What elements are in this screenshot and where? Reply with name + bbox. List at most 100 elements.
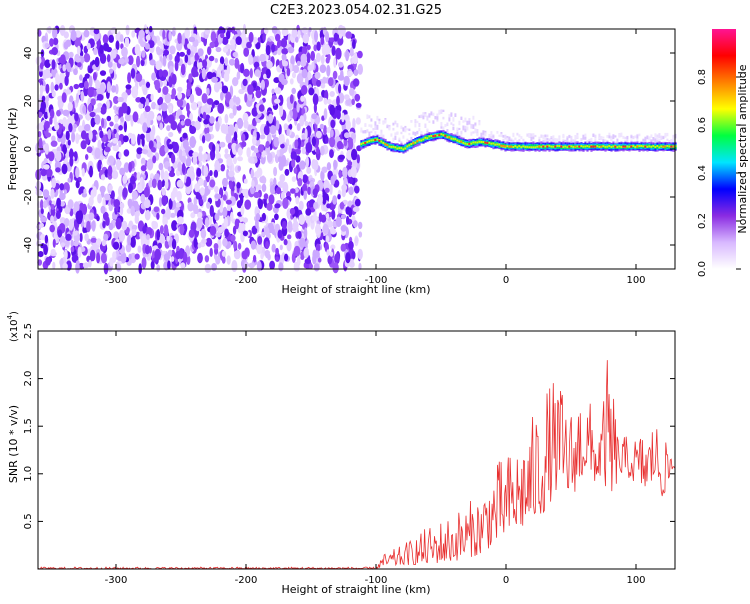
spectrogram-cell [468,120,471,125]
spectrogram-cell [658,133,661,138]
spectrogram-cell [169,45,176,55]
spectrogram-cell [59,25,66,36]
spectrogram-cell [171,238,177,250]
spectrogram-cell [74,38,81,48]
spectrogram-cell [352,78,360,87]
spectrogram-cell [532,136,535,140]
spectrogram-cell [364,123,367,127]
spectrogram-cell [221,85,229,94]
spectrogram-cell [89,165,93,178]
spectrogram-cell [328,77,334,87]
spectrogram-cell [306,167,312,174]
spectrogram-cell [428,135,431,138]
spectrogram-cell [207,46,212,56]
spectrogram-cell [353,69,359,76]
spectrogram-cell [259,53,266,63]
spectrogram-cell [556,145,559,149]
spectrogram-cell [352,206,360,212]
spectrogram-cell [209,116,215,124]
spectrogram-cell [388,126,391,131]
spectrogram-cell [153,206,160,213]
spectrogram-cell [176,41,183,51]
spectrogram-cell [288,144,292,154]
spectrogram-cell [45,256,51,266]
spectrogram-cell [299,237,306,248]
spectrogram-cell [530,133,533,138]
spectrogram-cell [580,138,583,141]
spectrogram-cell [238,88,245,95]
spectrogram-cell [398,139,401,142]
spectrogram-cell [325,235,330,243]
spectrogram-cell [338,83,342,94]
spectrogram-cell [333,159,337,170]
spectrogram-cell [398,137,401,140]
spectrogram-cell [374,126,377,130]
spectrogram-cell [574,135,577,140]
spectrogram-cell [336,140,343,150]
spectrogram-cell [127,198,133,208]
spectrogram-cell [329,104,336,116]
spectrogram-cell [512,139,515,144]
spectrogram-cell [325,57,330,64]
spectrogram-cell [232,95,237,103]
spectrogram-cell [295,36,299,43]
spectrogram-cell [77,246,82,258]
spectrogram-cell [191,66,198,78]
spectrogram-cell [508,136,511,142]
spectrogram-cell [90,98,96,106]
spectrogram-x-tick-label: -100 [365,275,388,286]
spectrogram-cell [60,54,66,65]
spectrogram-cell [65,233,72,241]
spectrogram-cell [217,102,225,114]
spectrogram-cell [614,135,617,138]
spectrogram-cell [454,113,457,117]
spectrogram-cell [240,205,245,216]
spectrogram-cell [108,204,114,212]
spectrogram-cell [343,94,350,100]
spectrogram-cell [190,221,197,232]
spectrogram-cell [656,139,659,144]
spectrogram-cell [656,134,659,139]
spectrogram-cell [59,201,66,207]
spectrogram-cell [125,84,132,90]
spectrogram-cell [156,212,160,220]
spectrogram-cell [115,217,122,230]
spectrogram-cell [92,72,97,81]
spectrogram-cell [335,47,342,60]
spectrogram-cell [436,115,439,120]
spectrogram-cell [149,59,156,66]
snr-x-ticks: -300 -200 -100 0 100 [105,331,646,586]
spectrogram-cell [145,28,149,34]
spectrogram-cell [49,116,53,125]
spectrogram-cell [458,140,461,143]
spectrogram-cell [396,131,399,135]
figure-title: C2E3.2023.054.02.31.G25 [270,3,442,18]
spectrogram-cell [333,32,339,42]
spectrogram-cell [506,145,509,148]
spectrogram-cell [305,142,313,154]
spectrogram-cell [305,156,309,169]
spectrogram-cell [630,145,633,148]
spectrogram-cell [492,135,495,140]
spectrogram-cell [548,144,551,147]
spectrogram-cell [184,27,190,39]
spectrogram-cell [214,213,220,221]
spectrogram-cell [434,134,437,137]
spectrogram-cell [504,145,507,148]
spectrogram-cell [450,122,453,125]
spectrogram-cell [624,145,627,148]
spectrogram-cell [144,42,150,50]
spectrogram-cell [61,163,68,175]
spectrogram-cell [168,131,174,138]
spectrogram-cell [280,191,285,200]
spectrogram-cell [161,208,166,215]
spectrogram-cell [214,193,222,199]
spectrogram-cell [249,156,255,164]
spectrogram-cell [151,147,156,153]
spectrogram-cell [55,210,61,219]
spectrogram-cell [544,140,547,145]
spectrogram-cell [247,84,254,95]
spectrogram-cell [624,136,627,139]
spectrogram-cell [162,216,168,226]
spectrogram-cell [80,130,87,140]
